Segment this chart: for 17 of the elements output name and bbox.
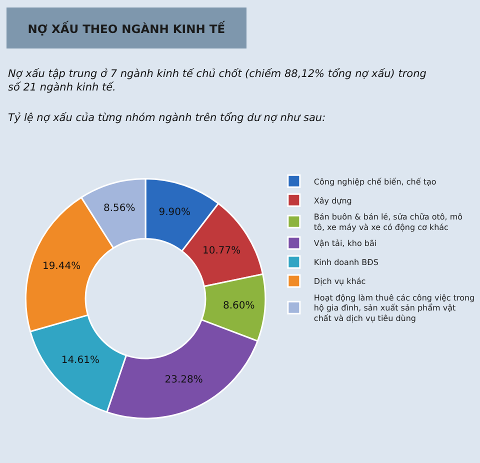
legend-label: Hoạt động làm thuê các công việc trong hộ gia đình, sản xuất sản phẩm vật chất và dịch vụ tiêu dùng (314, 293, 475, 324)
data-label: 8.60% (222, 300, 255, 312)
data-label: 9.90% (158, 207, 191, 218)
data-label: 23.28% (164, 374, 203, 386)
legend-label: Bán buôn & bán lẻ, sửa chữa otô, mô tô, xe máy và xe có động cơ khác (314, 212, 463, 232)
data-label: 19.44% (42, 261, 81, 272)
data-label: 14.61% (61, 355, 100, 366)
data-label: 8.56% (104, 203, 136, 214)
legend-label: Dịch vụ khác (314, 277, 366, 286)
legend-label: Công nghiệp chế biến, chế tạo (314, 177, 436, 186)
legend-label: Vận tải, kho bãi (314, 239, 377, 248)
data-label: 10.77% (202, 245, 241, 256)
legend-label: Kinh doanh BĐS (314, 258, 378, 268)
text: Tỷ lệ nợ xấu của từng nhóm ngành trên tổng dư nợ như sau: (8, 111, 326, 124)
legend-label: Xây dựng (314, 196, 352, 206)
chart-title: NỢ XẤU THEO NGÀNH KINH TẾ (28, 20, 226, 36)
chart-subtitle: Nợ xấu tập trung ở 7 ngành kinh tế chủ chốt (chiếm 88,12% tổng nợ xấu) trong số 21 ngành kinh tế. (8, 67, 427, 94)
